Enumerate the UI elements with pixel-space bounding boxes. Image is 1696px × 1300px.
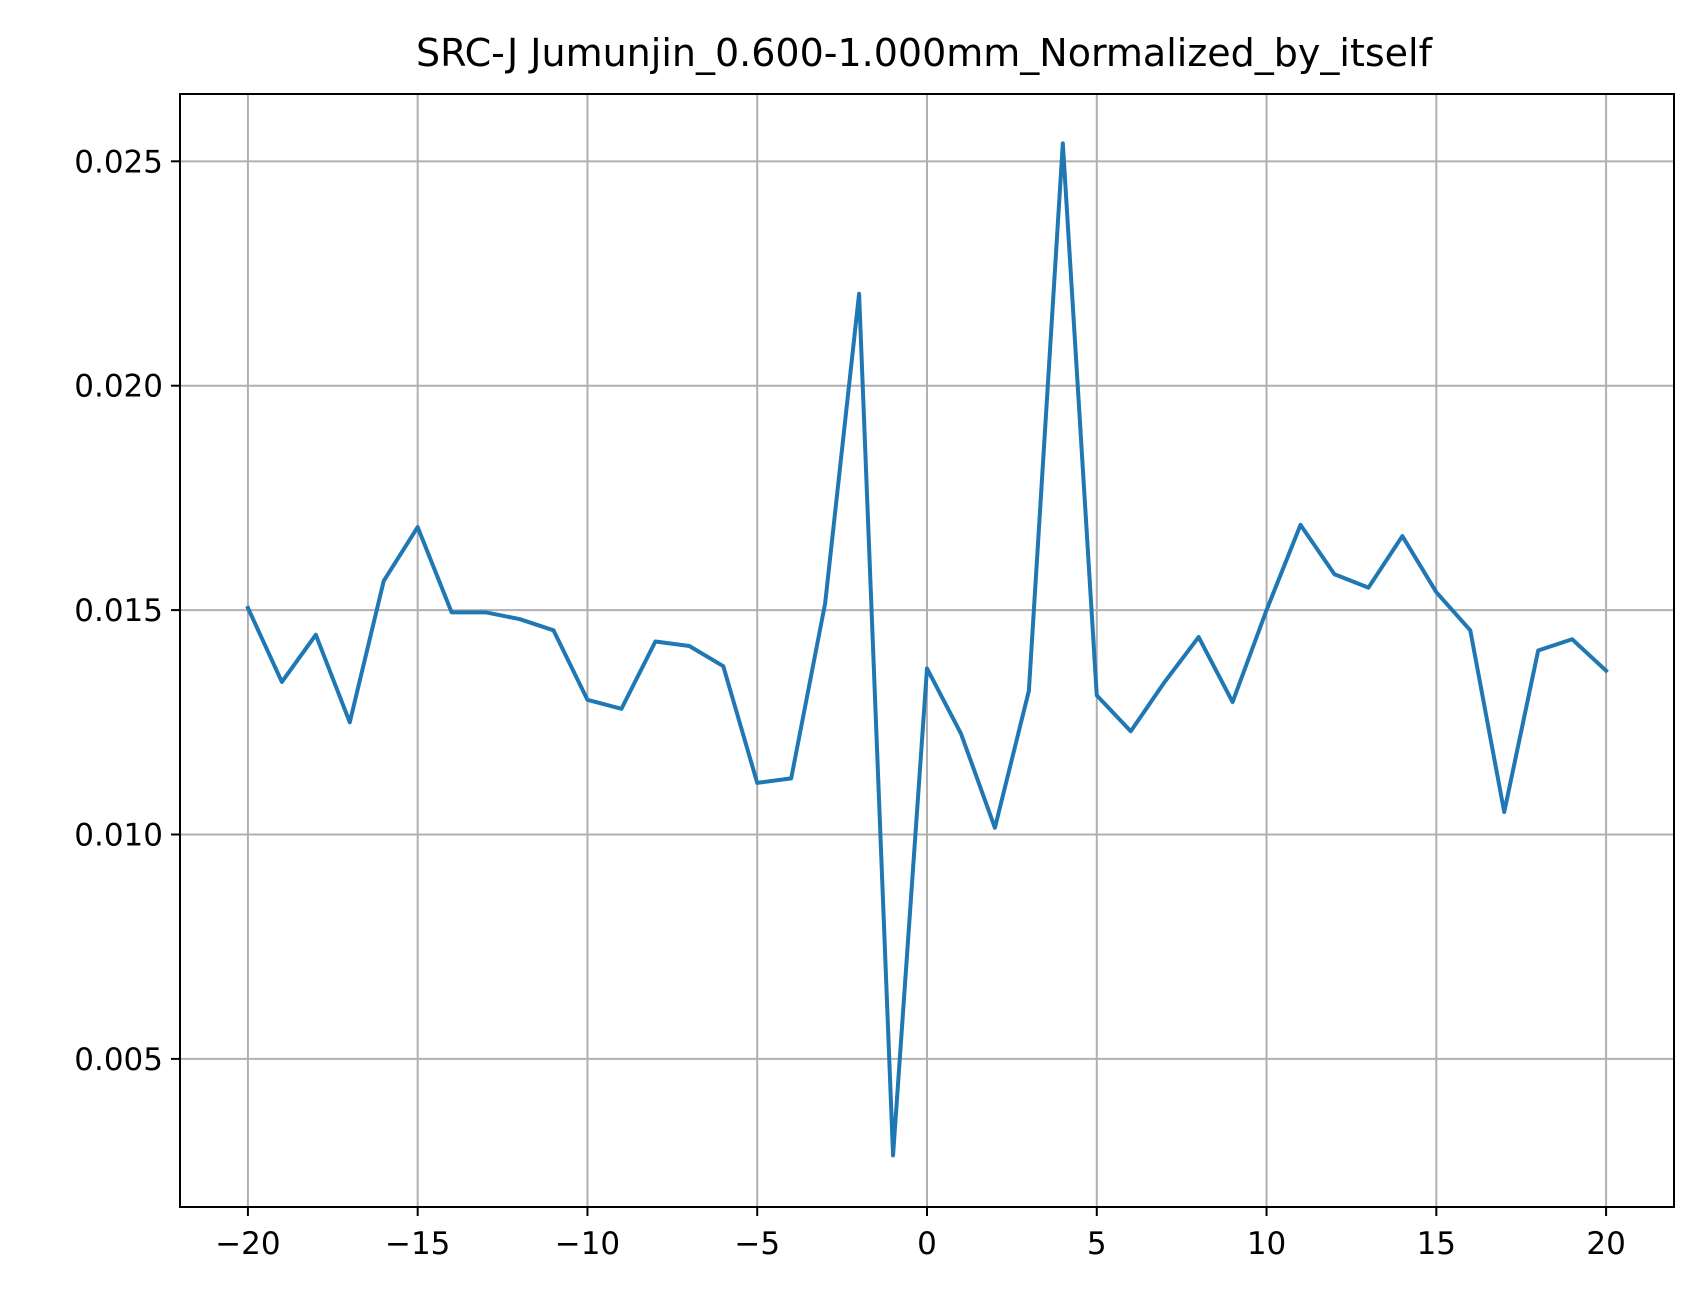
series-layer	[245, 141, 1609, 1158]
y-tick-label: 0.015	[74, 593, 163, 629]
x-tick-label: 5	[1087, 1226, 1107, 1262]
x-tick-label: 10	[1247, 1226, 1286, 1262]
chart-title: SRC-J Jumunjin_0.600-1.000mm_Normalized_…	[416, 31, 1434, 75]
x-tick-label: 0	[917, 1226, 937, 1262]
x-tick-label: −10	[555, 1226, 620, 1262]
y-tick-label: 0.005	[74, 1042, 163, 1078]
x-axis: −20 −15 −10 −5 0 5 10 15 20	[215, 1207, 1626, 1262]
y-tick-label: 0.020	[74, 369, 163, 405]
x-tick-label: −20	[215, 1226, 280, 1262]
x-tick-label: −15	[385, 1226, 450, 1262]
y-tick-label: 0.025	[74, 144, 163, 180]
x-tick-label: 20	[1586, 1226, 1625, 1262]
grid-lines	[180, 94, 1674, 1207]
y-tick-label: 0.010	[74, 818, 163, 854]
series-line	[245, 141, 1609, 1158]
x-tick-label: 15	[1417, 1226, 1456, 1262]
y-axis: 0.005 0.010 0.015 0.020 0.025	[74, 144, 180, 1078]
x-tick-label: −5	[734, 1226, 780, 1262]
